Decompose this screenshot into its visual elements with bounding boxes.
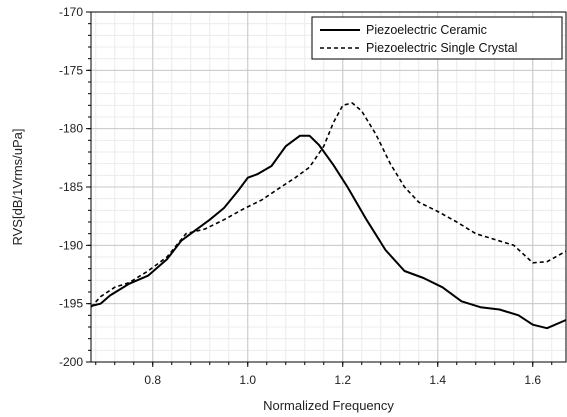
legend-label-ceramic: Piezoelectric Ceramic	[366, 23, 487, 37]
legend-label-single-crystal: Piezoelectric Single Crystal	[366, 41, 517, 55]
x-tick-label-1: 1.0	[239, 373, 256, 387]
series-line-1	[90, 102, 567, 308]
x-tick-label-2: 1.2	[334, 373, 351, 387]
y-tick-label-2: -190	[59, 238, 83, 252]
y-tick-label-5: -175	[59, 63, 83, 77]
series-line-0	[90, 134, 567, 330]
legend: Piezoelectric Ceramic Piezoelectric Sing…	[311, 16, 563, 60]
x-tick-label-3: 1.4	[429, 373, 446, 387]
y-tick-label-4: -180	[59, 122, 83, 136]
ticks: 0.8 1.0 1.2 1.4 1.6 -200 -195 -190 -185 -180 -175 -…	[59, 5, 553, 387]
y-tick-label-0: -200	[59, 355, 83, 369]
x-tick-label-0: 0.8	[144, 373, 161, 387]
y-tick-label-3: -185	[59, 180, 83, 194]
y-tick-label-1: -195	[59, 297, 83, 311]
x-tick-label-4: 1.6	[524, 373, 541, 387]
y-axis-title: RVS[dB/1Vrms/uPa]	[10, 128, 25, 245]
legend-box	[311, 16, 563, 60]
grid	[91, 11, 566, 363]
y-tick-label-6: -170	[59, 5, 83, 19]
series-group	[90, 102, 567, 330]
x-axis-title: Normalized Frequency	[263, 398, 394, 413]
